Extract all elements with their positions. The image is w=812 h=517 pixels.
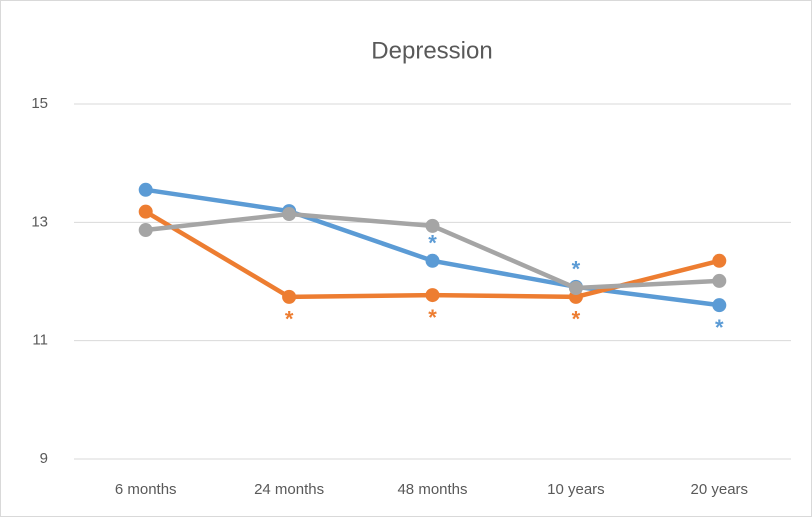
x-tick-label: 24 months bbox=[254, 481, 324, 498]
annotation: * bbox=[285, 307, 294, 332]
data-point bbox=[712, 253, 727, 268]
chart-title: Depression bbox=[371, 37, 492, 64]
data-point bbox=[425, 253, 440, 268]
data-point bbox=[712, 298, 727, 313]
x-tick-label: 6 months bbox=[115, 481, 177, 498]
data-point bbox=[138, 182, 153, 197]
x-tick-label: 10 years bbox=[547, 481, 605, 498]
data-point bbox=[282, 289, 297, 304]
data-point bbox=[282, 207, 297, 222]
data-point bbox=[138, 204, 153, 219]
data-point bbox=[138, 223, 153, 238]
y-tick-label: 9 bbox=[40, 450, 48, 467]
y-tick-label: 13 bbox=[31, 213, 48, 230]
x-tick-label: 48 months bbox=[397, 481, 467, 498]
y-tick-label: 15 bbox=[31, 95, 48, 112]
data-point bbox=[425, 218, 440, 233]
annotation: * bbox=[428, 231, 437, 256]
data-point bbox=[425, 288, 440, 303]
data-point bbox=[568, 281, 583, 296]
y-tick-label: 11 bbox=[32, 332, 48, 349]
annotation: * bbox=[572, 257, 581, 282]
x-tick-label: 20 years bbox=[691, 481, 749, 498]
annotation: * bbox=[572, 307, 581, 332]
annotation: * bbox=[428, 305, 437, 330]
data-point bbox=[712, 273, 727, 288]
annotation: * bbox=[715, 315, 724, 340]
